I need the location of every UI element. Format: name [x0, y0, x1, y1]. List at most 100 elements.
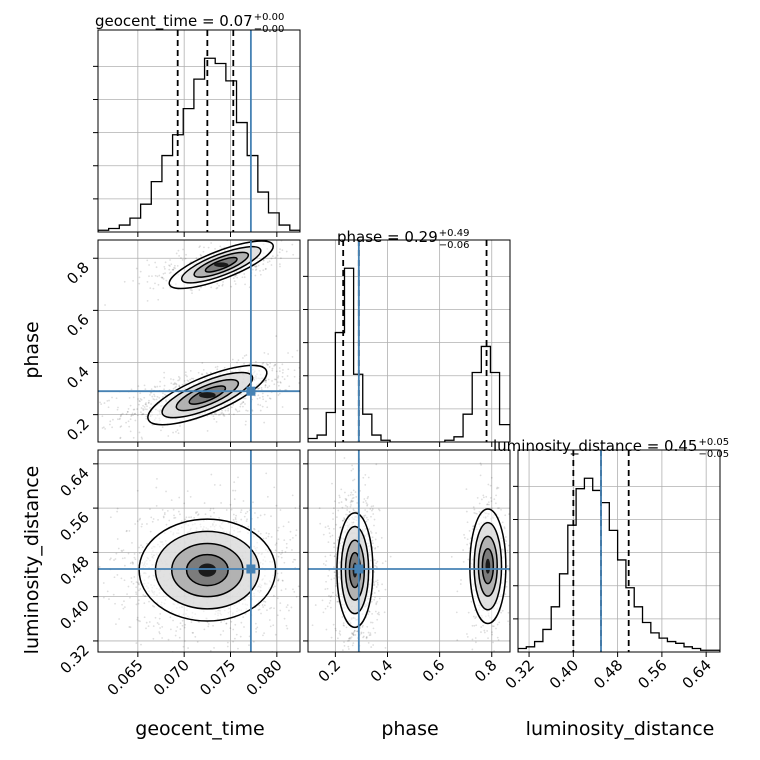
sample-point — [151, 423, 154, 426]
sample-point — [139, 392, 142, 395]
sample-point — [293, 591, 296, 593]
sample-point — [221, 412, 224, 414]
panel-frame — [307, 239, 511, 443]
sample-point — [163, 384, 166, 387]
tick-label-x-luminosity-distance: 0.32 — [502, 656, 538, 692]
sample-point — [378, 613, 380, 616]
sample-point — [365, 502, 368, 504]
sample-point — [201, 362, 204, 364]
sample-point — [320, 570, 322, 572]
sample-point — [332, 512, 335, 515]
sample-point — [184, 623, 187, 626]
sample-point — [153, 398, 156, 401]
sample-point — [269, 607, 271, 610]
sample-point — [280, 556, 283, 559]
sample-point — [496, 486, 499, 489]
sample-point — [223, 415, 226, 417]
sample-point — [238, 410, 241, 413]
sample-point — [352, 493, 354, 496]
sample-point — [175, 252, 178, 255]
sample-point — [271, 369, 274, 372]
sample-point — [332, 591, 334, 594]
x-axis-label-phase: phase — [381, 718, 438, 740]
sample-point — [130, 577, 133, 579]
sample-point — [266, 495, 269, 498]
sample-point — [221, 283, 224, 286]
sample-point — [149, 530, 152, 533]
sample-point — [245, 409, 248, 412]
sample-point — [214, 366, 217, 369]
tick-label-x-geocent-time: 0.065 — [104, 656, 147, 699]
sample-point — [176, 264, 179, 267]
sample-point — [257, 264, 260, 267]
sample-point — [187, 380, 190, 382]
sample-point — [281, 249, 284, 252]
sample-point — [123, 579, 126, 582]
sample-point — [292, 253, 295, 256]
sample-point — [174, 516, 177, 519]
sample-point — [173, 382, 176, 384]
sample-point — [261, 392, 264, 395]
sample-point — [224, 409, 227, 412]
sample-point — [145, 415, 148, 418]
sample-point — [157, 518, 159, 521]
sample-point — [303, 372, 305, 374]
sample-point — [362, 690, 364, 692]
sample-point — [371, 509, 373, 512]
sample-point — [375, 586, 378, 588]
sample-point — [173, 266, 176, 269]
sample-point — [501, 521, 504, 524]
sample-point — [244, 512, 247, 515]
sample-point — [352, 642, 355, 645]
sample-point — [263, 421, 266, 424]
sample-point — [317, 560, 319, 562]
sample-point — [371, 536, 374, 539]
sample-point — [233, 481, 236, 484]
sample-point — [207, 625, 210, 628]
sample-point — [322, 597, 324, 599]
sample-point — [210, 473, 213, 476]
hist-bin-luminosity-distance — [684, 647, 692, 652]
hist-bin-luminosity-distance — [667, 642, 675, 652]
sample-point — [162, 287, 165, 289]
sample-point — [376, 600, 379, 603]
sample-point — [384, 560, 387, 563]
sample-point — [213, 483, 216, 486]
sample-point — [368, 634, 371, 637]
histogram-panel-geocent-time — [93, 29, 301, 237]
hist-bin-geocent-time — [162, 156, 173, 232]
sample-point — [285, 250, 288, 253]
sample-point — [242, 401, 245, 404]
sample-point — [264, 600, 267, 603]
sample-point — [328, 372, 330, 374]
sample-point — [348, 510, 351, 513]
sample-point — [375, 463, 378, 466]
sample-point — [237, 359, 240, 362]
sample-point — [216, 286, 219, 289]
sample-point — [144, 388, 147, 390]
sample-point — [219, 633, 222, 636]
sample-point — [152, 287, 155, 290]
sample-point — [186, 379, 189, 382]
sample-point — [375, 532, 377, 534]
sample-point — [503, 526, 506, 529]
sample-point — [169, 628, 172, 631]
sample-point — [368, 610, 370, 613]
sample-point — [180, 520, 183, 522]
sample-point — [186, 490, 189, 493]
sample-point — [373, 697, 375, 699]
sample-point — [368, 610, 370, 612]
sample-point — [154, 656, 156, 658]
sample-point — [328, 594, 330, 597]
sample-point — [264, 657, 266, 659]
sample-point — [309, 372, 311, 374]
sample-point — [239, 511, 242, 514]
sample-point — [156, 622, 159, 624]
sample-point — [263, 351, 266, 354]
sample-point — [259, 532, 262, 535]
sample-point — [232, 277, 235, 280]
sample-point — [456, 639, 459, 641]
sample-point — [384, 647, 387, 649]
sample-point — [161, 637, 164, 639]
sample-point — [279, 257, 282, 260]
